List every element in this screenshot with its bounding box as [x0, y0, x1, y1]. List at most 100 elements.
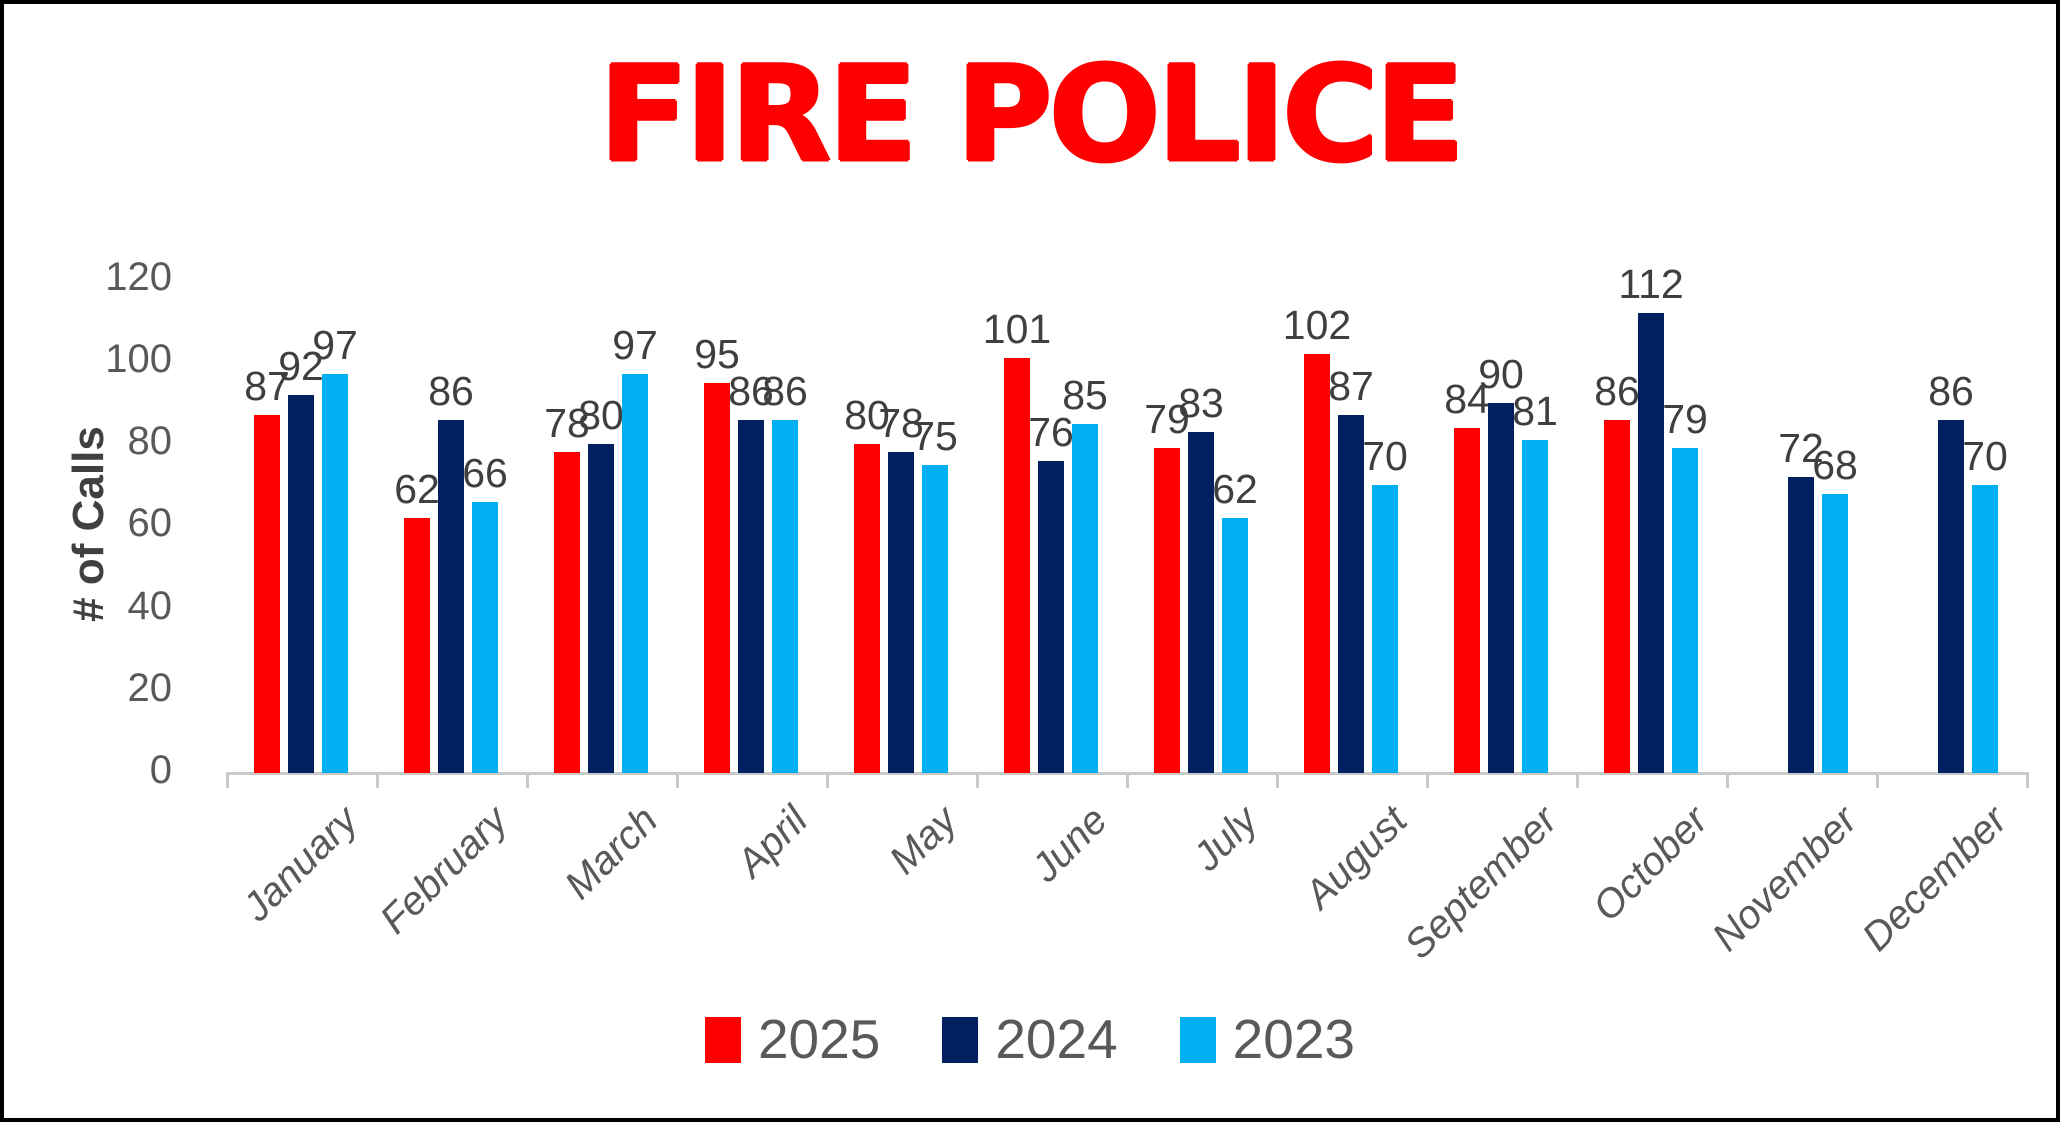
- bar-2024-September: [1488, 403, 1514, 773]
- bar-value-label-2024-June: 76: [1028, 408, 1074, 455]
- x-axis-tick: [1726, 772, 1729, 788]
- bar-value-label-2024-February: 86: [428, 367, 474, 414]
- x-tick-label-January: January: [234, 798, 367, 930]
- legend-label-2024: 2024: [995, 1008, 1118, 1070]
- y-tick-label-40: 40: [127, 583, 173, 628]
- x-tick-label-March: March: [556, 798, 667, 908]
- bar-value-label-2024-March: 80: [578, 392, 624, 439]
- bar-2024-March: [588, 444, 614, 773]
- bar-2025-May: [854, 444, 880, 773]
- bar-value-label-2023-September: 81: [1512, 388, 1558, 435]
- bar-value-label-2023-May: 75: [912, 412, 958, 459]
- bar-2023-July: [1222, 518, 1248, 773]
- bar-2025-March: [554, 452, 580, 773]
- x-tick-label-September: September: [1396, 798, 1567, 968]
- bar-2023-November: [1822, 493, 1848, 773]
- bar-value-label-2024-August: 87: [1328, 363, 1374, 410]
- bar-value-label-2023-February: 66: [462, 449, 508, 496]
- y-tick-label-20: 20: [127, 665, 173, 710]
- bar-2024-November: [1788, 477, 1814, 773]
- bar-2024-July: [1188, 431, 1214, 773]
- bar-2025-February: [404, 518, 430, 773]
- bar-value-label-2025-July: 79: [1144, 396, 1190, 443]
- bar-2023-June: [1072, 423, 1098, 773]
- x-axis-tick: [1426, 772, 1429, 788]
- bar-2023-April: [772, 419, 798, 773]
- bar-2025-July: [1154, 448, 1180, 773]
- bar-2023-October: [1672, 448, 1698, 773]
- x-tick-label-August: August: [1296, 798, 1417, 918]
- bar-value-label-2025-January: 87: [244, 363, 290, 410]
- bar-2023-September: [1522, 440, 1548, 773]
- bar-value-label-2025-April: 95: [694, 330, 740, 377]
- x-tick-label-February: February: [371, 798, 517, 943]
- bar-value-label-2023-March: 97: [612, 322, 658, 369]
- x-axis-tick: [226, 772, 229, 788]
- x-axis-tick: [1576, 772, 1579, 788]
- bar-value-label-2024-September: 90: [1478, 351, 1524, 398]
- bar-value-label-2025-September: 84: [1444, 375, 1490, 422]
- legend-item-2025: 2025: [704, 1012, 880, 1067]
- bar-2024-June: [1038, 460, 1064, 773]
- bar-value-label-2024-May: 78: [878, 400, 924, 447]
- x-tick-label-October: October: [1584, 798, 1717, 930]
- x-tick-label-June: June: [1023, 798, 1117, 891]
- bar-value-label-2025-October: 86: [1594, 367, 1640, 414]
- bar-value-label-2023-November: 68: [1812, 441, 1858, 488]
- legend-marker-2024: [942, 1016, 979, 1063]
- bar-2024-February: [438, 419, 464, 773]
- bar-2024-August: [1338, 415, 1364, 773]
- legend: 2025 2024 2023: [4, 1012, 2056, 1067]
- bar-2025-April: [704, 382, 730, 773]
- x-axis-tick: [1276, 772, 1279, 788]
- x-tick-label-May: May: [881, 798, 967, 883]
- bar-2023-August: [1372, 485, 1398, 773]
- bar-value-label-2025-May: 80: [844, 392, 890, 439]
- y-tick-label-60: 60: [127, 501, 173, 546]
- bar-value-label-2024-December: 86: [1928, 367, 1974, 414]
- bar-value-label-2025-August: 102: [1282, 301, 1352, 348]
- bar-2025-August: [1304, 353, 1330, 773]
- bar-value-label-2023-August: 70: [1362, 433, 1408, 480]
- legend-item-2024: 2024: [942, 1008, 1118, 1070]
- bar-value-label-2025-February: 62: [394, 466, 440, 513]
- bar-2024-April: [738, 419, 764, 773]
- bar-value-label-2023-December: 70: [1962, 433, 2008, 480]
- bar-2025-June: [1004, 357, 1030, 773]
- bar-2024-October: [1638, 312, 1664, 773]
- bar-2025-September: [1454, 427, 1480, 773]
- y-tick-label-80: 80: [127, 419, 173, 464]
- y-tick-label-100: 100: [105, 337, 172, 381]
- chart-title: FIRE POLICE: [598, 38, 1465, 192]
- bar-value-label-2024-April: 86: [728, 367, 774, 414]
- bar-2025-October: [1604, 419, 1630, 773]
- bar-value-label-2023-April: 86: [762, 367, 808, 414]
- x-tick-label-July: July: [1184, 798, 1267, 880]
- bar-value-label-2023-January: 97: [312, 322, 358, 369]
- legend-marker-2025: [704, 1016, 741, 1063]
- x-axis-tick: [2026, 772, 2029, 788]
- x-axis-tick: [976, 772, 979, 788]
- x-tick-label-April: April: [728, 798, 817, 886]
- x-tick-label-December: December: [1854, 798, 2017, 960]
- bar-value-label-2024-July: 83: [1178, 379, 1224, 426]
- legend-label-2023: 2023: [1232, 1008, 1356, 1070]
- bar-2023-February: [472, 501, 498, 773]
- bar-value-label-2024-October: 112: [1618, 260, 1684, 307]
- x-tick-label-November: November: [1704, 798, 1867, 960]
- bar-2025-January: [254, 415, 280, 773]
- bar-2023-December: [1972, 485, 1998, 773]
- legend-marker-2023: [1179, 1016, 1216, 1063]
- legend-item-2023: 2023: [1179, 1008, 1356, 1070]
- bar-value-label-2025-June: 101: [982, 305, 1052, 352]
- x-axis-tick: [676, 772, 679, 788]
- bar-2023-January: [322, 374, 348, 773]
- bar-2024-January: [288, 394, 314, 773]
- x-axis-tick: [1876, 772, 1879, 788]
- bar-2023-March: [622, 374, 648, 773]
- bar-2024-December: [1938, 419, 1964, 773]
- bar-value-label-2024-November: 72: [1778, 425, 1824, 472]
- bar-value-label-2024-January: 92: [278, 342, 324, 389]
- x-axis-tick: [1126, 772, 1129, 788]
